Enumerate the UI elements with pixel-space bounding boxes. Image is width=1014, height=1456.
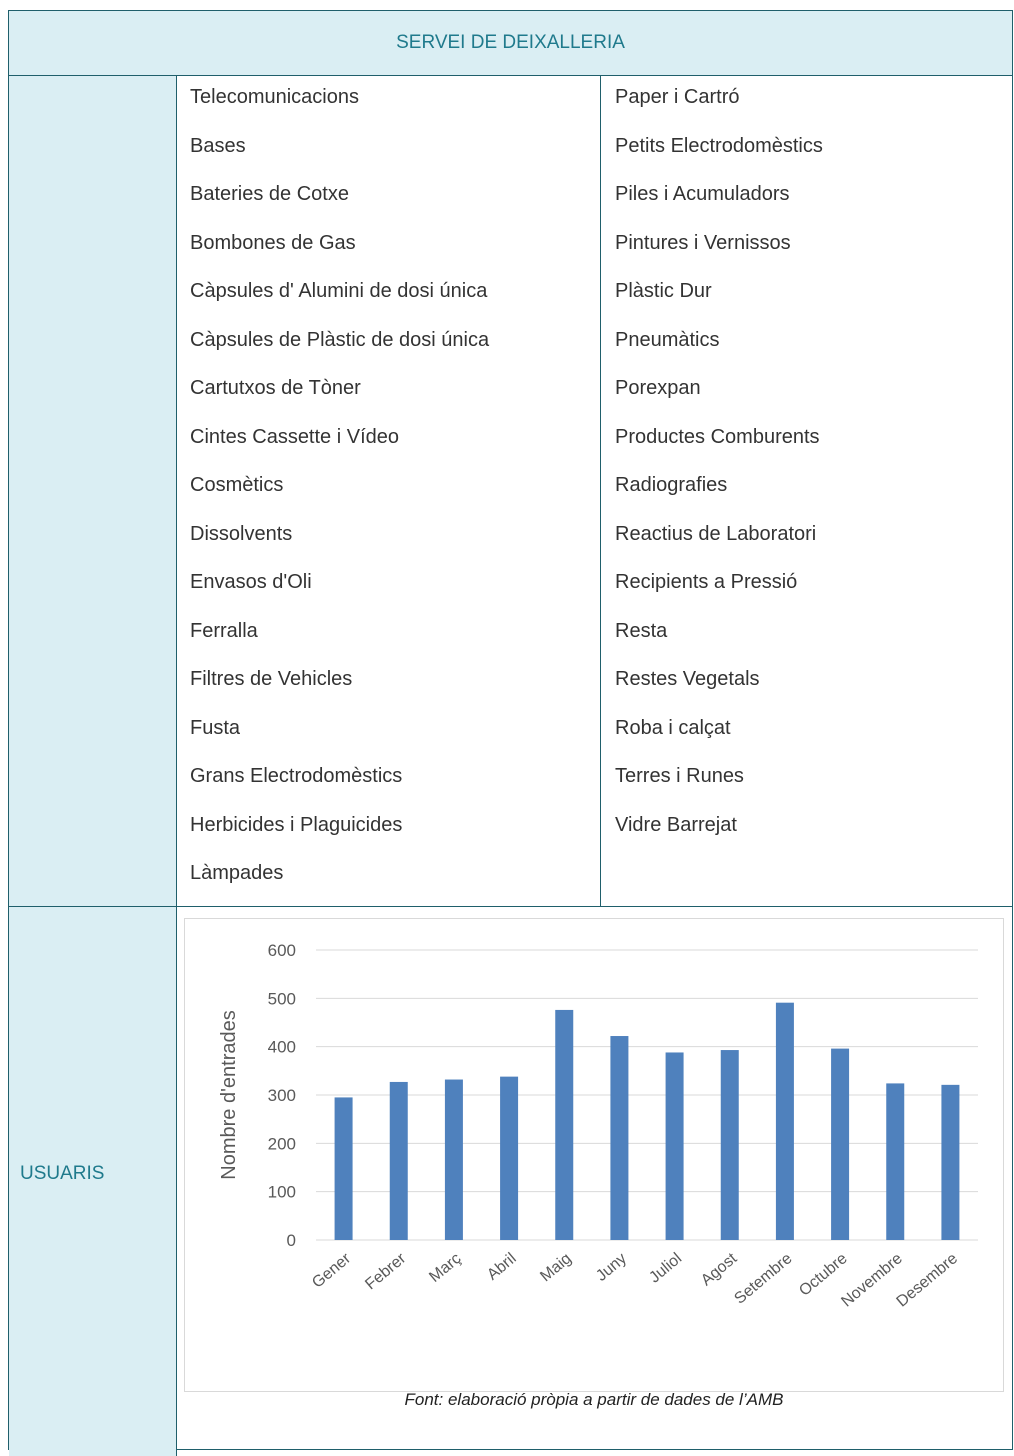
material-item: Cintes Cassette i Vídeo — [190, 425, 399, 448]
material-item: Terres i Runes — [615, 765, 744, 787]
bar — [389, 1081, 408, 1240]
material-item: Recipients a Pressió — [615, 571, 798, 593]
material-item: Restes Vegetals — [615, 668, 760, 690]
material-item: Herbicides i Plaguicides — [190, 813, 403, 836]
material-item: Productes Comburents — [615, 425, 820, 448]
material-item: Porexpan — [615, 377, 701, 399]
bar — [720, 1050, 739, 1240]
material-item: Pintures i Vernissos — [615, 231, 791, 254]
material-item: Resta — [615, 619, 668, 642]
bar — [886, 1083, 905, 1240]
material-item: Vidre Barrejat — [615, 813, 737, 836]
x-tick-label: Maig — [537, 1250, 574, 1285]
material-item: Làmpades — [190, 862, 284, 884]
material-item: Petits Electrodomèstics — [615, 134, 823, 157]
bar — [831, 1048, 850, 1240]
material-item: Reactius de Laboratori — [615, 522, 817, 545]
y-tick-label: 400 — [268, 1038, 296, 1057]
table — [8, 10, 1013, 1456]
material-item: Filtres de Vehicles — [190, 668, 353, 690]
material-item: Cosmètics — [190, 474, 284, 496]
source-caption: Font: elaboració pròpia a partir de dade… — [404, 1390, 784, 1409]
x-tick-label: Agost — [698, 1250, 741, 1290]
header-row — [9, 11, 1012, 76]
y-axis-title: Nombre d'entrades — [218, 1010, 240, 1179]
y-tick-label: 600 — [268, 941, 296, 960]
x-tick-label: Febrer — [362, 1250, 410, 1294]
y-tick-label: 100 — [268, 1183, 296, 1202]
material-item: Pneumàtics — [615, 328, 720, 351]
bar — [665, 1052, 684, 1240]
bar — [334, 1097, 353, 1240]
x-tick-label: Abril — [484, 1250, 519, 1284]
material-item: Dissolvents — [190, 522, 293, 545]
y-tick-label: 200 — [268, 1134, 296, 1153]
material-item: Piles i Acumuladors — [615, 183, 790, 205]
bar — [775, 1002, 794, 1240]
material-item: Plàstic Dur — [615, 280, 712, 302]
material-item: Grans Electrodomèstics — [190, 765, 403, 787]
x-tick-label: Setembre — [731, 1250, 795, 1308]
x-tick-label: Juliol — [646, 1250, 685, 1286]
material-item: Bateries de Cotxe — [190, 183, 349, 205]
bar — [444, 1079, 463, 1240]
material-item: Cartutxos de Tòner — [190, 377, 361, 399]
material-item: Envasos d'Oli — [190, 571, 312, 593]
bar — [941, 1084, 960, 1240]
x-tick-label: Desembre — [894, 1250, 962, 1311]
material-item: Bases — [190, 134, 246, 157]
users-label: USUARIS — [20, 1163, 105, 1184]
x-tick-label: Octubre — [796, 1250, 851, 1300]
x-tick-label: Març — [426, 1250, 464, 1286]
material-item: Càpsules d' Alumini de dosi única — [190, 280, 488, 302]
y-tick-label: 300 — [268, 1086, 296, 1105]
y-tick-label: 500 — [268, 989, 296, 1008]
material-item: Ferralla — [190, 619, 258, 642]
material-item: Fusta — [190, 716, 241, 739]
header-title: SERVEI DE DEIXALLERIA — [396, 32, 625, 53]
material-item: Roba i calçat — [615, 716, 731, 739]
x-tick-label: Gener — [309, 1250, 355, 1292]
label-column — [9, 76, 177, 1456]
material-item: Paper i Cartró — [615, 86, 740, 108]
material-item: Bombones de Gas — [190, 231, 356, 254]
y-tick-label: 0 — [287, 1231, 296, 1250]
row-divider — [9, 906, 1012, 907]
bar — [500, 1076, 519, 1240]
bar — [555, 1009, 574, 1240]
column-divider — [600, 76, 601, 906]
material-item: Càpsules de Plàstic de dosi única — [190, 328, 490, 351]
material-item: Radiografies — [615, 474, 728, 496]
chart-frame — [184, 918, 1004, 1392]
x-tick-label: Juny — [593, 1250, 630, 1285]
material-item: Telecomunicacions — [190, 86, 359, 108]
bar — [610, 1036, 629, 1240]
